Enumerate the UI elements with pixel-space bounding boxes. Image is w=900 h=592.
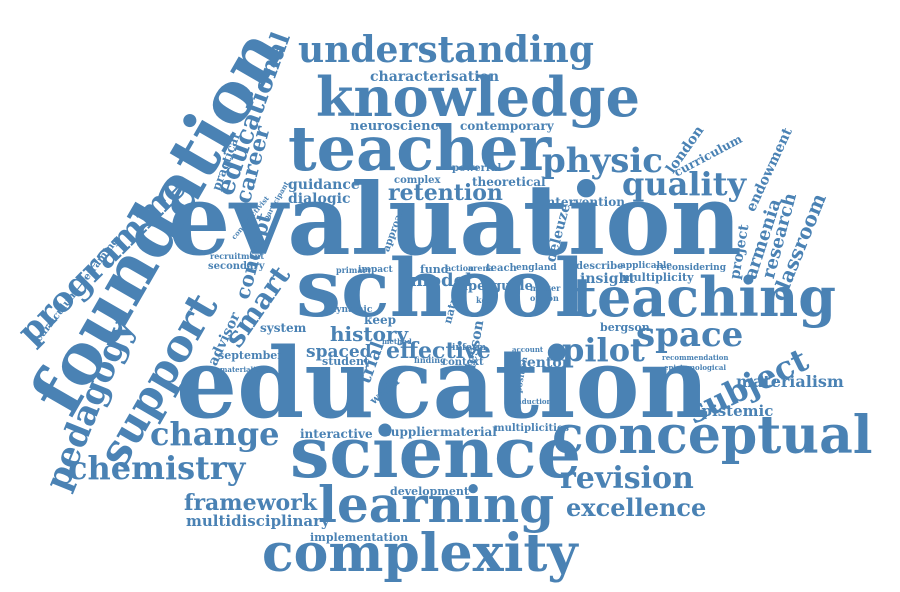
word-science: science bbox=[290, 411, 582, 494]
word-quality: quality bbox=[622, 165, 747, 203]
word-option: option bbox=[530, 293, 559, 303]
word-context: context bbox=[442, 357, 484, 368]
word-development: development bbox=[390, 485, 470, 498]
word-complexity: complexity bbox=[262, 523, 578, 584]
word-describe: describe bbox=[576, 261, 624, 272]
word-secondary: secondary bbox=[208, 261, 265, 272]
word-multidisciplinary: multidisciplinary bbox=[186, 512, 330, 530]
word-complex: complex bbox=[394, 175, 441, 186]
word-understanding: understanding bbox=[298, 29, 594, 71]
word-effective: effective bbox=[386, 338, 491, 364]
word-learning: learning bbox=[318, 475, 555, 534]
word-account: account bbox=[512, 345, 544, 354]
word-arena: arena bbox=[468, 263, 494, 273]
word-contemporary: contemporary bbox=[460, 119, 554, 133]
word-kos: kos bbox=[476, 295, 492, 305]
word-history: history bbox=[330, 322, 409, 346]
word-guidance: guidance bbox=[288, 177, 360, 193]
word-supplier: supplier bbox=[384, 425, 440, 439]
word-evaluation: evaluation bbox=[168, 163, 742, 278]
word-excellence: excellence bbox=[566, 493, 707, 522]
word-powerful: powerful bbox=[452, 163, 502, 174]
word-bergson: bergson bbox=[600, 321, 650, 334]
word-materialism: materialism bbox=[736, 372, 844, 391]
word-keep: keep bbox=[364, 313, 396, 327]
word-insight: insight bbox=[580, 271, 636, 287]
word-reconsidering: reconsidering bbox=[656, 263, 726, 273]
word-finding: finding bbox=[414, 355, 446, 365]
word-education: education bbox=[176, 327, 710, 440]
word-model: model bbox=[410, 270, 472, 291]
word-teacher: teacher bbox=[288, 112, 552, 185]
word-multiplicities: multiplicities bbox=[494, 423, 569, 434]
word-spaced: spaced bbox=[306, 342, 372, 362]
word-framework: framework bbox=[184, 490, 318, 516]
word-matter: matter bbox=[530, 283, 561, 293]
word-revision: revision bbox=[560, 461, 694, 496]
word-applicable: applicable bbox=[620, 261, 673, 271]
word-epistemological: epistemological bbox=[664, 363, 727, 372]
word-characterisation: characterisation bbox=[370, 69, 500, 85]
word-implementation: implementation bbox=[310, 531, 409, 544]
word-dialogic: dialogic bbox=[288, 191, 351, 207]
word-september: september bbox=[218, 349, 284, 362]
word-inform: inform bbox=[452, 343, 487, 353]
word-recruitment: recruitment bbox=[210, 251, 265, 261]
word-teach: teach bbox=[486, 263, 517, 274]
word-student: student bbox=[322, 355, 370, 368]
word-school: school bbox=[296, 241, 586, 335]
word-system: system bbox=[260, 321, 307, 335]
word-induction: induction bbox=[514, 397, 552, 406]
word-epistemic: epistemic bbox=[692, 402, 774, 420]
word-recommendation: recommendation bbox=[662, 353, 729, 362]
word-change: change bbox=[150, 415, 280, 453]
word-interactive: interactive bbox=[300, 427, 373, 441]
word-pilot: pilot bbox=[562, 331, 645, 369]
word-impact: impact bbox=[358, 265, 393, 275]
word-primary: primary bbox=[336, 265, 372, 275]
word-neuroscience: neuroscience bbox=[350, 119, 447, 134]
word-england: england bbox=[516, 263, 557, 273]
word-knowledge: knowledge bbox=[316, 65, 640, 129]
word-mentor: mentor bbox=[512, 355, 570, 371]
word-method: method bbox=[382, 337, 412, 346]
word-materialist: materialist bbox=[220, 365, 264, 374]
word-chemistry: chemistry bbox=[68, 449, 246, 487]
word-space: space bbox=[636, 315, 744, 355]
word-intervention: intervention bbox=[542, 195, 625, 209]
word-physic: physic bbox=[542, 141, 664, 181]
word-action: action bbox=[446, 263, 474, 273]
word-dynamic: dynamic bbox=[330, 305, 373, 315]
word-material: material bbox=[440, 425, 497, 439]
word-teaching: teaching bbox=[572, 265, 836, 329]
word-multiplicity: multiplicity bbox=[622, 271, 694, 284]
word-guide: guide bbox=[492, 279, 533, 294]
word-fund: fund bbox=[420, 263, 449, 276]
word-retention: retention bbox=[388, 180, 503, 206]
word-theoretical: theoretical bbox=[472, 175, 546, 189]
word-conceptual: conceptual bbox=[552, 405, 873, 466]
word-piper: piper bbox=[454, 279, 493, 294]
